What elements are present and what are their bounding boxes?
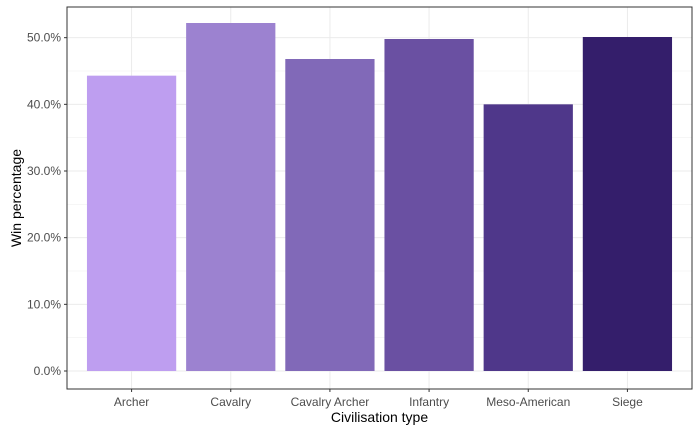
y-tick-label: 0.0%	[34, 364, 62, 378]
x-tick-label: Cavalry Archer	[291, 395, 370, 409]
bar-siege	[582, 37, 673, 371]
x-tick-label: Siege	[612, 395, 643, 409]
x-axis-ticks: Archer Cavalry Cavalry Archer Infantry Meso-…	[114, 389, 643, 409]
plot-border	[66, 6, 693, 390]
y-tick-label: 20.0%	[27, 231, 61, 245]
bar-meso-american	[483, 104, 573, 371]
y-tick-label: 30.0%	[27, 164, 61, 178]
bars	[86, 23, 673, 372]
y-tick-label: 40.0%	[27, 97, 61, 111]
x-tick-label: Infantry	[409, 395, 449, 409]
x-tick-label: Archer	[114, 395, 149, 409]
y-axis-ticks: 0.0% 10.0% 20.0% 30.0% 40.0% 50.0%	[27, 31, 67, 378]
bar-infantry	[384, 39, 474, 371]
y-axis-title: Win percentage	[8, 149, 24, 247]
bar-cavalry-archer	[285, 59, 375, 371]
x-tick-label: Cavalry	[210, 395, 251, 409]
y-tick-label: 10.0%	[27, 297, 61, 311]
bar-cavalry	[186, 23, 276, 371]
y-tick-label: 50.0%	[27, 31, 61, 45]
bar-archer	[86, 75, 177, 372]
x-tick-label: Meso-American	[486, 395, 570, 409]
x-axis-title: Civilisation type	[331, 409, 428, 425]
